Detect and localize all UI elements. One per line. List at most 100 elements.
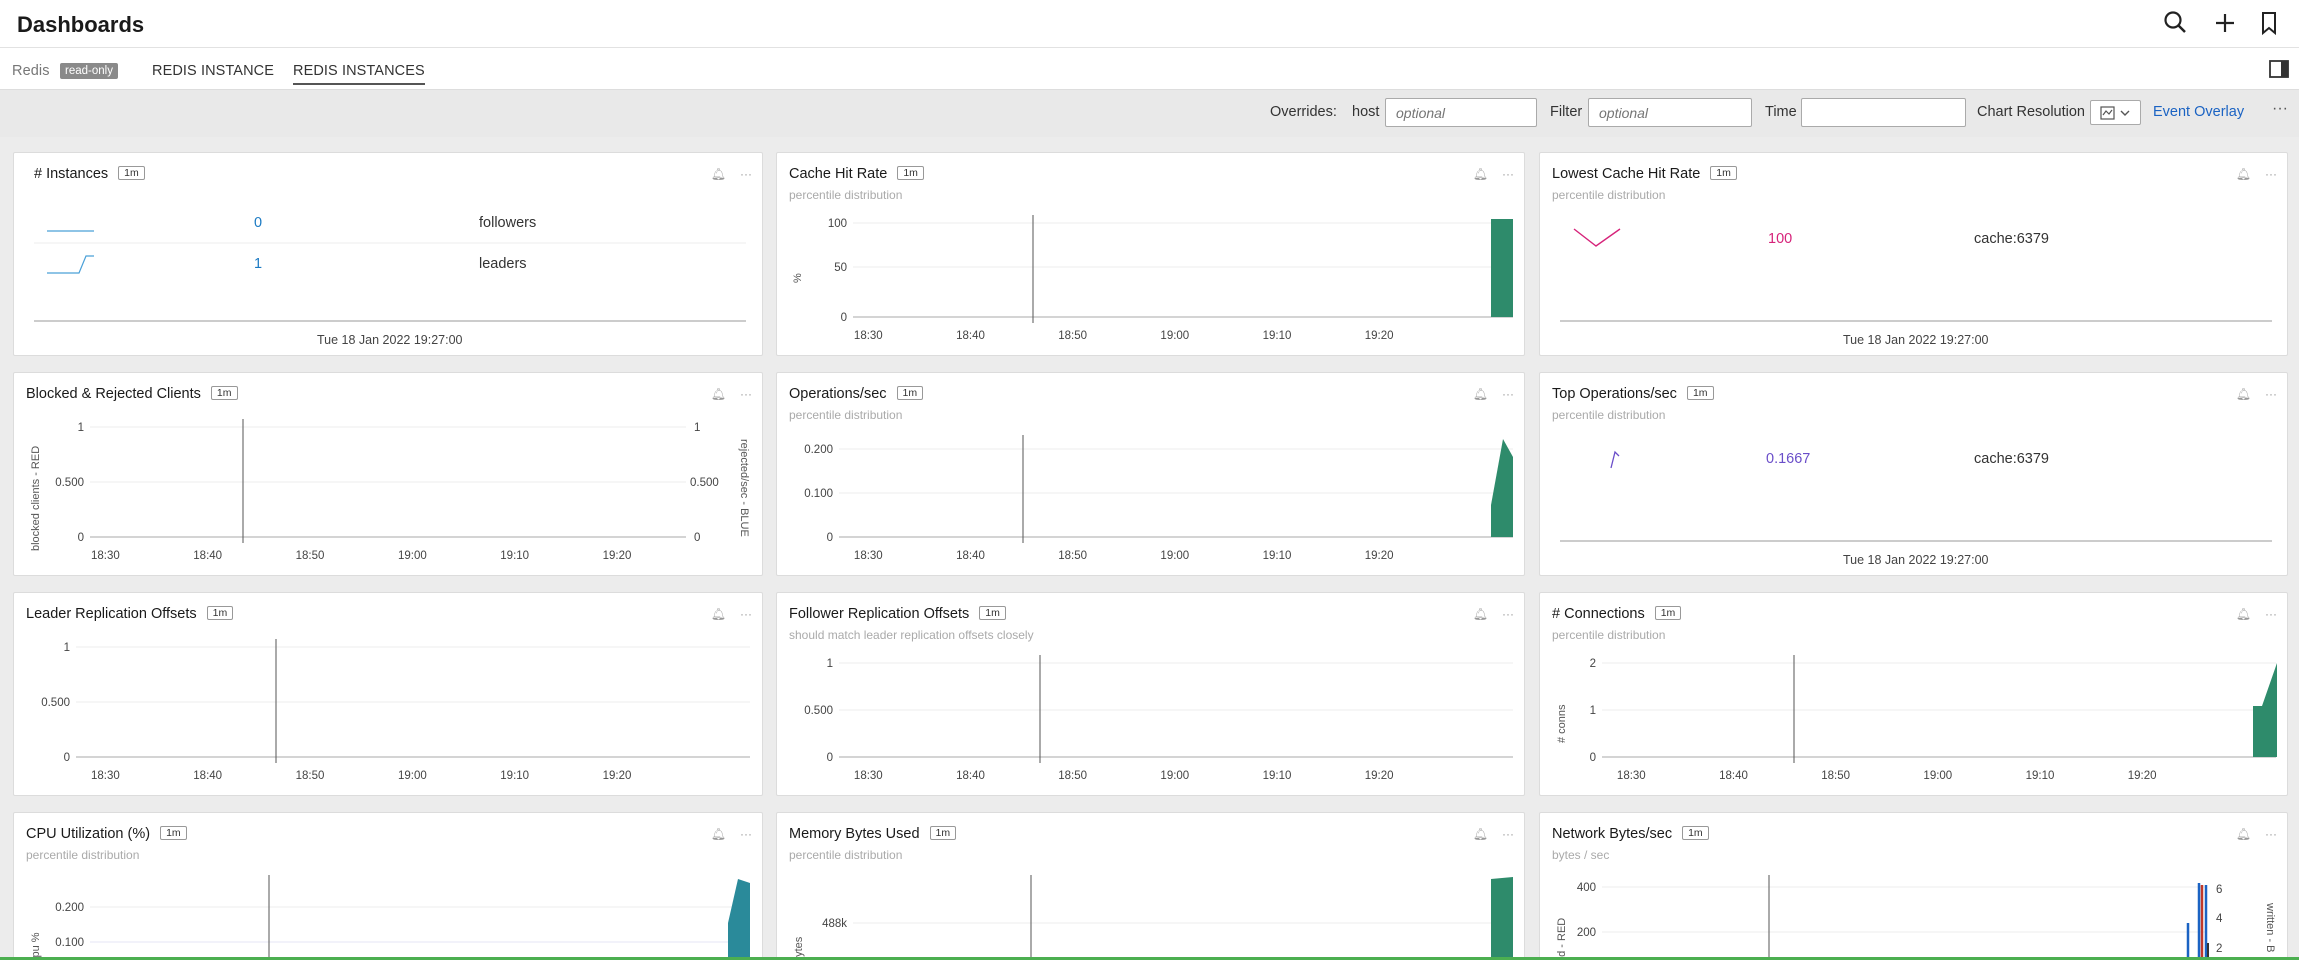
x-tick: 18:30 — [1617, 770, 1646, 782]
panel-title: Blocked & Rejected Clients 1m — [26, 386, 238, 402]
bell-icon[interactable]: 🔔︎ — [1472, 167, 1488, 181]
bell-icon[interactable]: 🔔︎ — [1472, 387, 1488, 401]
search-icon[interactable] — [2160, 8, 2190, 38]
bell-icon[interactable]: 🔔︎ — [2235, 607, 2251, 621]
time-label: Time — [1765, 104, 1797, 120]
panel-network-bytes: Network Bytes/sec 1m bytes / sec 🔔︎ ··· ad… — [1539, 812, 2288, 960]
panel-leader-replication: Leader Replication Offsets 1m 🔔︎ ··· 1 0.5… — [13, 592, 763, 796]
x-axis: 18:30 18:40 18:50 19:00 19:10 19:20 — [854, 770, 1394, 782]
bell-icon[interactable]: 🔔︎ — [1472, 607, 1488, 621]
y-tick: 50 — [834, 262, 847, 274]
tab-redis-instance[interactable]: REDIS INSTANCE — [152, 63, 274, 79]
more-icon[interactable]: ··· — [2265, 387, 2277, 401]
host-input[interactable] — [1385, 98, 1537, 127]
more-icon[interactable]: ··· — [740, 607, 752, 621]
x-tick: 18:40 — [956, 330, 985, 342]
y-axis-label: bytes — [793, 936, 805, 960]
area-series — [2253, 663, 2277, 757]
y-tick: 0.200 — [804, 444, 833, 456]
more-icon[interactable]: ··· — [740, 387, 752, 401]
x-tick: 18:50 — [296, 770, 325, 782]
x-axis: 18:30 18:40 18:50 19:00 19:10 19:20 — [91, 550, 631, 562]
panel-instances: # Instances 1m 🔔︎ ··· 0 followers 1 leader… — [13, 152, 763, 356]
x-tick: 19:20 — [603, 550, 632, 562]
x-tick: 19:00 — [398, 770, 427, 782]
more-icon[interactable]: ··· — [2265, 167, 2277, 181]
bell-icon[interactable]: 🔔︎ — [2235, 827, 2251, 841]
plus-icon[interactable] — [2210, 8, 2240, 38]
bell-icon[interactable]: 🔔︎ — [2235, 167, 2251, 181]
y-tick: 1 — [1590, 705, 1596, 717]
panel-title: Memory Bytes Used 1m — [789, 826, 957, 842]
time-input[interactable] — [1801, 98, 1966, 127]
y-axis-label-right: written - B — [2264, 902, 2276, 953]
x-tick: 19:20 — [1365, 330, 1394, 342]
bell-icon[interactable]: 🔔︎ — [1472, 827, 1488, 841]
more-options-icon[interactable]: ··· — [2272, 100, 2288, 117]
sparkline — [47, 255, 94, 274]
panel-memory-bytes: Memory Bytes Used 1m percentile distribut… — [776, 812, 1525, 960]
more-icon[interactable]: ··· — [740, 827, 752, 841]
host-label: host — [1352, 104, 1380, 120]
y-tick-right: 6 — [2216, 884, 2222, 896]
filter-input[interactable] — [1588, 98, 1752, 127]
more-icon[interactable]: ··· — [740, 167, 752, 181]
bell-icon[interactable]: 🔔︎ — [710, 387, 726, 401]
x-tick: 19:10 — [1263, 330, 1292, 342]
panel-actions: 🔔︎ ··· — [1459, 165, 1514, 183]
y-tick: 0.200 — [55, 902, 84, 914]
panel-top-operations: Top Operations/sec 1m percentile distribu… — [1539, 372, 2288, 576]
chart-resolution-select[interactable] — [2090, 100, 2141, 125]
bell-icon[interactable]: 🔔︎ — [710, 607, 726, 621]
panel-lowest-cache-hit-rate: Lowest Cache Hit Rate 1m percentile distr… — [1539, 152, 2288, 356]
y-axis-label-right: rejected/sec - BLUE — [738, 439, 750, 537]
area-series — [1491, 219, 1513, 317]
y-tick: 0.100 — [55, 937, 84, 949]
more-icon[interactable]: ··· — [1502, 167, 1514, 181]
list-value: 1 — [254, 256, 263, 272]
panel-operations-sec: Operations/sec 1m percentile distribution… — [776, 372, 1525, 576]
y-tick-right: 0.500 — [690, 477, 719, 489]
x-tick: 19:10 — [1263, 770, 1292, 782]
x-tick: 19:20 — [603, 770, 632, 782]
x-tick: 18:50 — [1058, 770, 1087, 782]
y-axis-label: blocked clients - RED — [30, 446, 42, 551]
y-tick: 0 — [827, 752, 833, 764]
x-tick: 18:30 — [854, 330, 883, 342]
bookmark-icon[interactable] — [2254, 8, 2284, 38]
bell-icon[interactable]: 🔔︎ — [710, 827, 726, 841]
area-series — [728, 879, 750, 960]
bell-icon[interactable]: 🔔︎ — [710, 167, 726, 181]
x-axis: 18:30 18:40 18:50 19:00 19:10 19:20 — [854, 550, 1394, 562]
list-label: cache:6379 — [1974, 451, 2049, 467]
x-tick: 18:30 — [854, 550, 883, 562]
event-overlay-link[interactable]: Event Overlay — [2153, 104, 2245, 120]
x-tick: 19:20 — [1365, 770, 1394, 782]
panel-blocked-rejected: Blocked & Rejected Clients 1m 🔔︎ ··· block… — [13, 372, 763, 576]
tab-group-redis[interactable]: Redis — [12, 63, 50, 79]
panel-toggle-icon[interactable] — [2268, 58, 2290, 80]
x-tick: 18:40 — [956, 770, 985, 782]
more-icon[interactable]: ··· — [2265, 607, 2277, 621]
tab-redis-instances[interactable]: REDIS INSTANCES — [293, 63, 425, 85]
y-tick: 1 — [78, 422, 84, 434]
y-tick-right: 1 — [694, 422, 700, 434]
more-icon[interactable]: ··· — [1502, 387, 1514, 401]
more-icon[interactable]: ··· — [2265, 827, 2277, 841]
x-tick: 19:20 — [2128, 770, 2157, 782]
x-tick: 19:00 — [398, 550, 427, 562]
more-icon[interactable]: ··· — [1502, 827, 1514, 841]
more-icon[interactable]: ··· — [1502, 607, 1514, 621]
panel-actions: 🔔︎ ··· — [1459, 605, 1514, 623]
y-axis-label: # conns — [1556, 704, 1568, 743]
panel-actions: 🔔︎ ··· — [697, 385, 752, 403]
sparkline — [1610, 450, 1620, 469]
y-tick: 0.500 — [41, 697, 70, 709]
bell-icon[interactable]: 🔔︎ — [2235, 387, 2251, 401]
y-tick: 1 — [64, 642, 70, 654]
x-tick: 18:50 — [296, 550, 325, 562]
page-title: Dashboards — [17, 12, 145, 37]
panel-actions: 🔔︎ ··· — [2222, 165, 2277, 183]
x-tick: 18:40 — [193, 550, 222, 562]
x-tick: 19:20 — [1365, 550, 1394, 562]
